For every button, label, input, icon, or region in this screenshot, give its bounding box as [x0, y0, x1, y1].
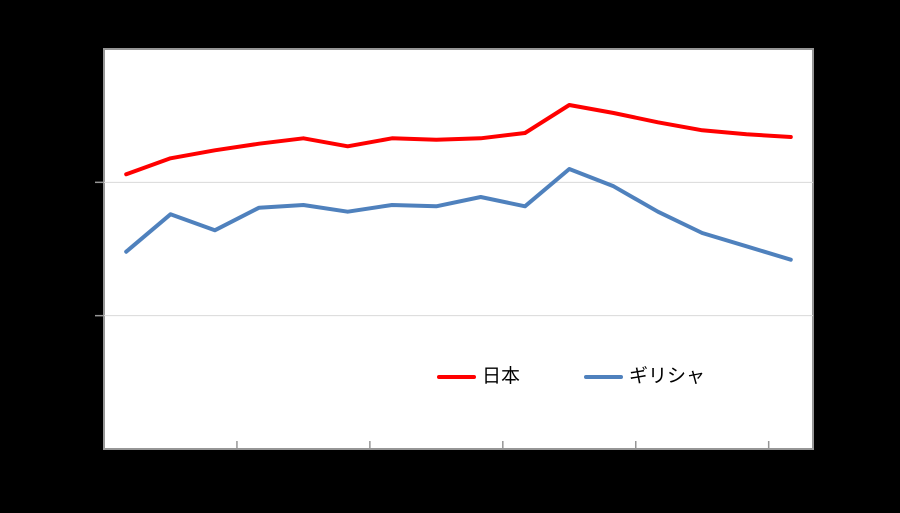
- legend-swatch-japan: [437, 374, 476, 379]
- series-line-1: [124, 167, 793, 262]
- series-line-0: [124, 103, 793, 177]
- plot-area: [103, 48, 814, 450]
- legend-item-greece: ギリシャ: [584, 365, 705, 388]
- legend-swatch-greece: [584, 374, 624, 379]
- legend-label-greece: ギリシャ: [629, 366, 706, 387]
- legend-label-japan: 日本: [482, 366, 521, 387]
- legend: 日本 ギリシャ: [437, 365, 705, 388]
- legend-item-japan: 日本: [437, 365, 520, 388]
